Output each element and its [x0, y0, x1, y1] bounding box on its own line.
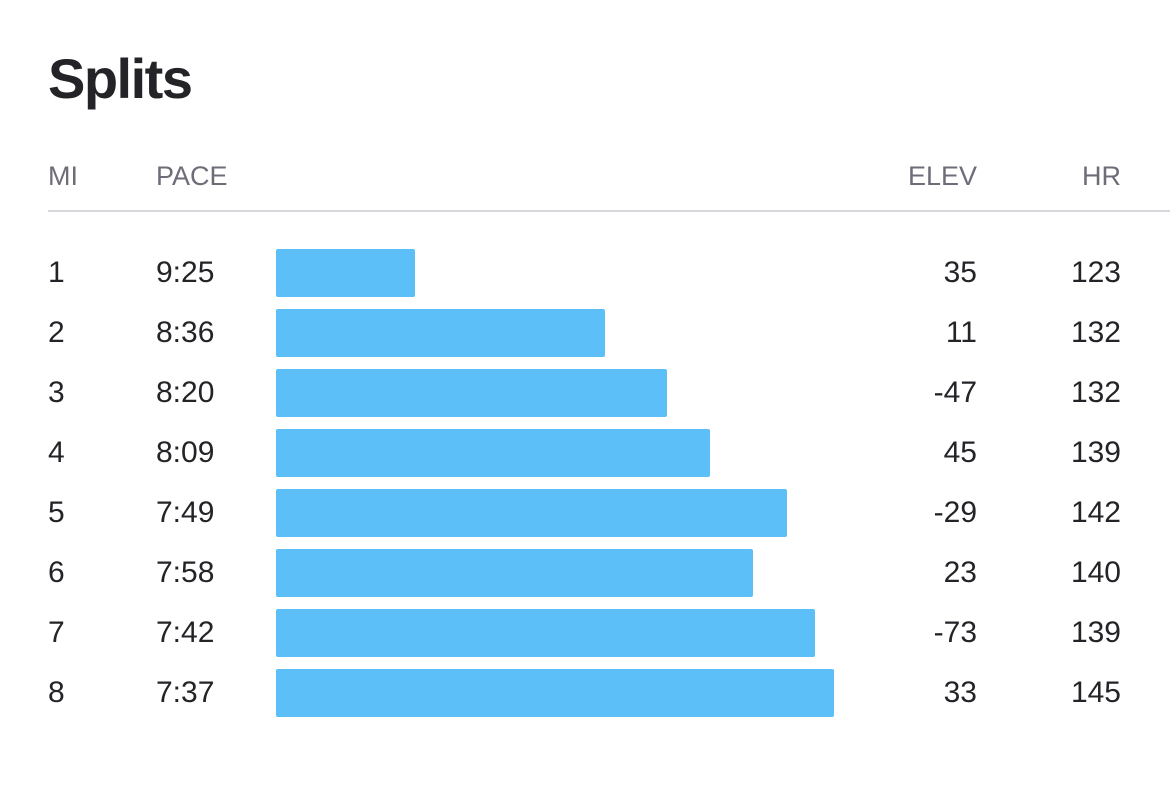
split-elevation: -73: [933, 616, 977, 649]
split-heart-rate: 140: [1070, 556, 1121, 589]
split-row: 5 7:49 -29 142: [0, 483, 1170, 543]
split-elevation: 33: [943, 676, 977, 709]
pace-bar: [276, 369, 667, 417]
split-row: 1 9:25 35 123: [0, 243, 1170, 303]
split-pace: 7:37: [156, 676, 215, 709]
split-pace: 7:49: [156, 496, 215, 529]
split-pace: 7:42: [156, 616, 215, 649]
split-heart-rate: 142: [1070, 496, 1121, 529]
header-divider: [48, 210, 1170, 212]
split-row: 3 8:20 -47 132: [0, 363, 1170, 423]
split-heart-rate: 123: [1070, 256, 1121, 289]
split-row: 4 8:09 45 139: [0, 423, 1170, 483]
split-heart-rate: 132: [1070, 316, 1121, 349]
split-mile: 5: [48, 496, 65, 529]
page-title: Splits: [48, 47, 193, 110]
split-pace: 7:58: [156, 556, 215, 589]
split-mile: 6: [48, 556, 65, 589]
split-mile: 4: [48, 436, 65, 469]
split-row: 8 7:37 33 145: [0, 663, 1170, 723]
splits-table-header: MI PACE ELEV HR: [0, 156, 1170, 196]
column-header-mi: MI: [48, 161, 78, 191]
split-row: 2 8:36 11 132: [0, 303, 1170, 363]
split-elevation: 35: [943, 256, 977, 289]
pace-bar: [276, 309, 605, 357]
split-pace: 9:25: [156, 256, 215, 289]
split-elevation: 23: [943, 556, 977, 589]
splits-table-body: 1 9:25 35 123 2 8:36 11 132 3 8:20 -47 132 4 8:09 45 13…: [0, 243, 1170, 723]
split-heart-rate: 139: [1070, 436, 1121, 469]
column-header-pace: PACE: [156, 161, 228, 191]
split-row: 7 7:42 -73 139: [0, 603, 1170, 663]
split-elevation: 45: [943, 436, 977, 469]
split-pace: 8:36: [156, 316, 215, 349]
split-heart-rate: 145: [1070, 676, 1121, 709]
split-mile: 2: [48, 316, 65, 349]
split-elevation: -29: [933, 496, 977, 529]
split-elevation: 11: [945, 316, 977, 349]
pace-bar: [276, 669, 834, 717]
split-row: 6 7:58 23 140: [0, 543, 1170, 603]
split-mile: 8: [48, 676, 65, 709]
split-heart-rate: 139: [1070, 616, 1121, 649]
column-header-elev: ELEV: [907, 161, 977, 191]
pace-bar: [276, 489, 787, 537]
column-header-hr: HR: [1082, 161, 1121, 191]
split-mile: 1: [48, 256, 65, 289]
split-pace: 8:20: [156, 376, 215, 409]
split-pace: 8:09: [156, 436, 215, 469]
pace-bar: [276, 609, 815, 657]
split-heart-rate: 132: [1070, 376, 1121, 409]
pace-bar: [276, 429, 710, 477]
split-mile: 3: [48, 376, 65, 409]
split-mile: 7: [48, 616, 65, 649]
pace-bar: [276, 249, 415, 297]
pace-bar: [276, 549, 753, 597]
split-elevation: -47: [933, 376, 977, 409]
